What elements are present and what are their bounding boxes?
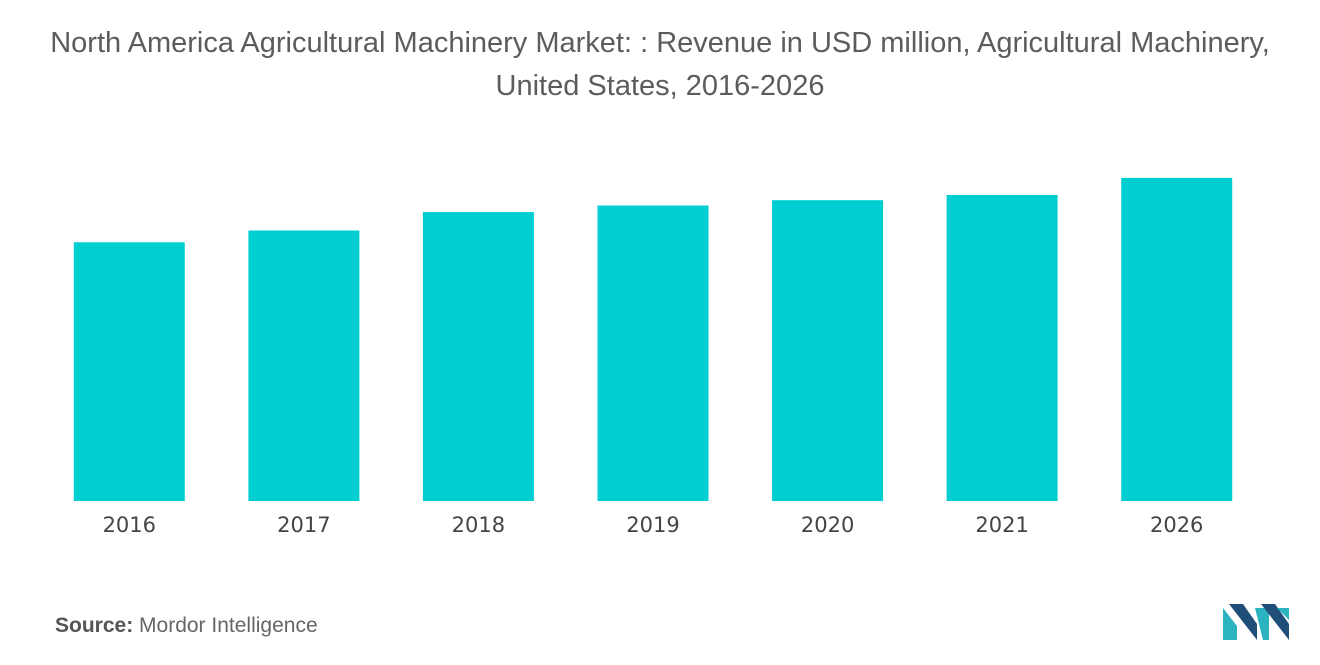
bar-2026: [1121, 177, 1233, 501]
source-label: Source:: [55, 614, 134, 637]
bars-group: [73, 177, 1233, 502]
bar-2021: [946, 195, 1058, 501]
x-tick-label-2021: 2021: [975, 513, 1028, 537]
source-text: Mordor Intelligence: [139, 614, 318, 637]
source-note: Source: Mordor Intelligence: [55, 614, 318, 638]
x-tick-label-2020: 2020: [801, 513, 854, 537]
x-tick-label-2016: 2016: [103, 513, 156, 537]
bar-2017: [248, 230, 360, 501]
x-axis-tick-labels: 2016 2017 2018 2019 2020 2021 2026: [103, 513, 1204, 537]
x-tick-label-2018: 2018: [452, 513, 505, 537]
bar-2016: [73, 242, 185, 502]
bar-2018: [422, 212, 534, 501]
bar-2020: [772, 200, 884, 501]
x-tick-label-2017: 2017: [277, 513, 330, 537]
x-tick-label-2019: 2019: [626, 513, 679, 537]
chart-title: North America Agricultural Machinery Mar…: [50, 27, 1270, 102]
mordor-intelligence-logo-icon: [1223, 604, 1289, 640]
bar-2019: [597, 205, 709, 501]
x-tick-label-2026: 2026: [1150, 513, 1203, 537]
